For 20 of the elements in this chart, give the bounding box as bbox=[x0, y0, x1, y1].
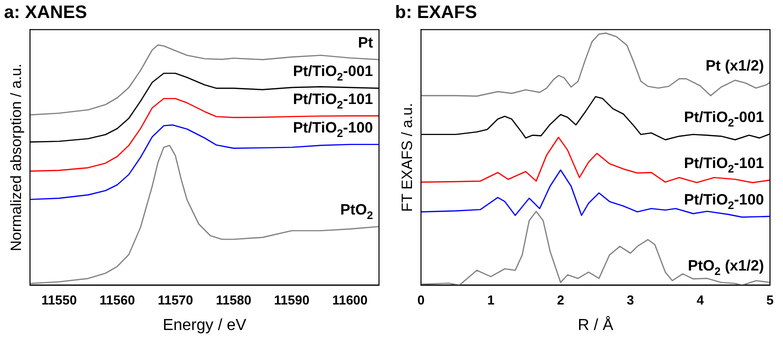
x-tick-label: 1 bbox=[487, 292, 494, 308]
x-tick-label: 11550 bbox=[41, 292, 77, 308]
x-tick-label: 4 bbox=[696, 292, 705, 308]
chart-title: a: XANES bbox=[4, 2, 88, 22]
x-tick-label: 2 bbox=[556, 292, 564, 308]
x-tick-label: 5 bbox=[766, 292, 774, 308]
x-tick-label: 0 bbox=[417, 292, 425, 308]
chart-title: b: EXAFS bbox=[395, 2, 478, 22]
x-axis-title: Energy / eV bbox=[162, 316, 247, 334]
y-axis-title: Normalized absorption / a.u. bbox=[8, 64, 26, 252]
x-tick-label: 11590 bbox=[274, 292, 310, 308]
x-tick-label: 11580 bbox=[216, 292, 252, 308]
y-axis-title: FT EXAFS / a.u. bbox=[399, 102, 416, 212]
series-label: Pt (x1/2) bbox=[706, 57, 764, 74]
x-tick-label: 11560 bbox=[100, 292, 135, 308]
x-axis-title: R / Å bbox=[578, 316, 614, 334]
series-label: Pt bbox=[358, 34, 374, 52]
x-tick-label: 3 bbox=[626, 292, 634, 308]
x-tick-label: 11600 bbox=[332, 292, 368, 308]
x-tick-label: 11570 bbox=[158, 292, 194, 308]
